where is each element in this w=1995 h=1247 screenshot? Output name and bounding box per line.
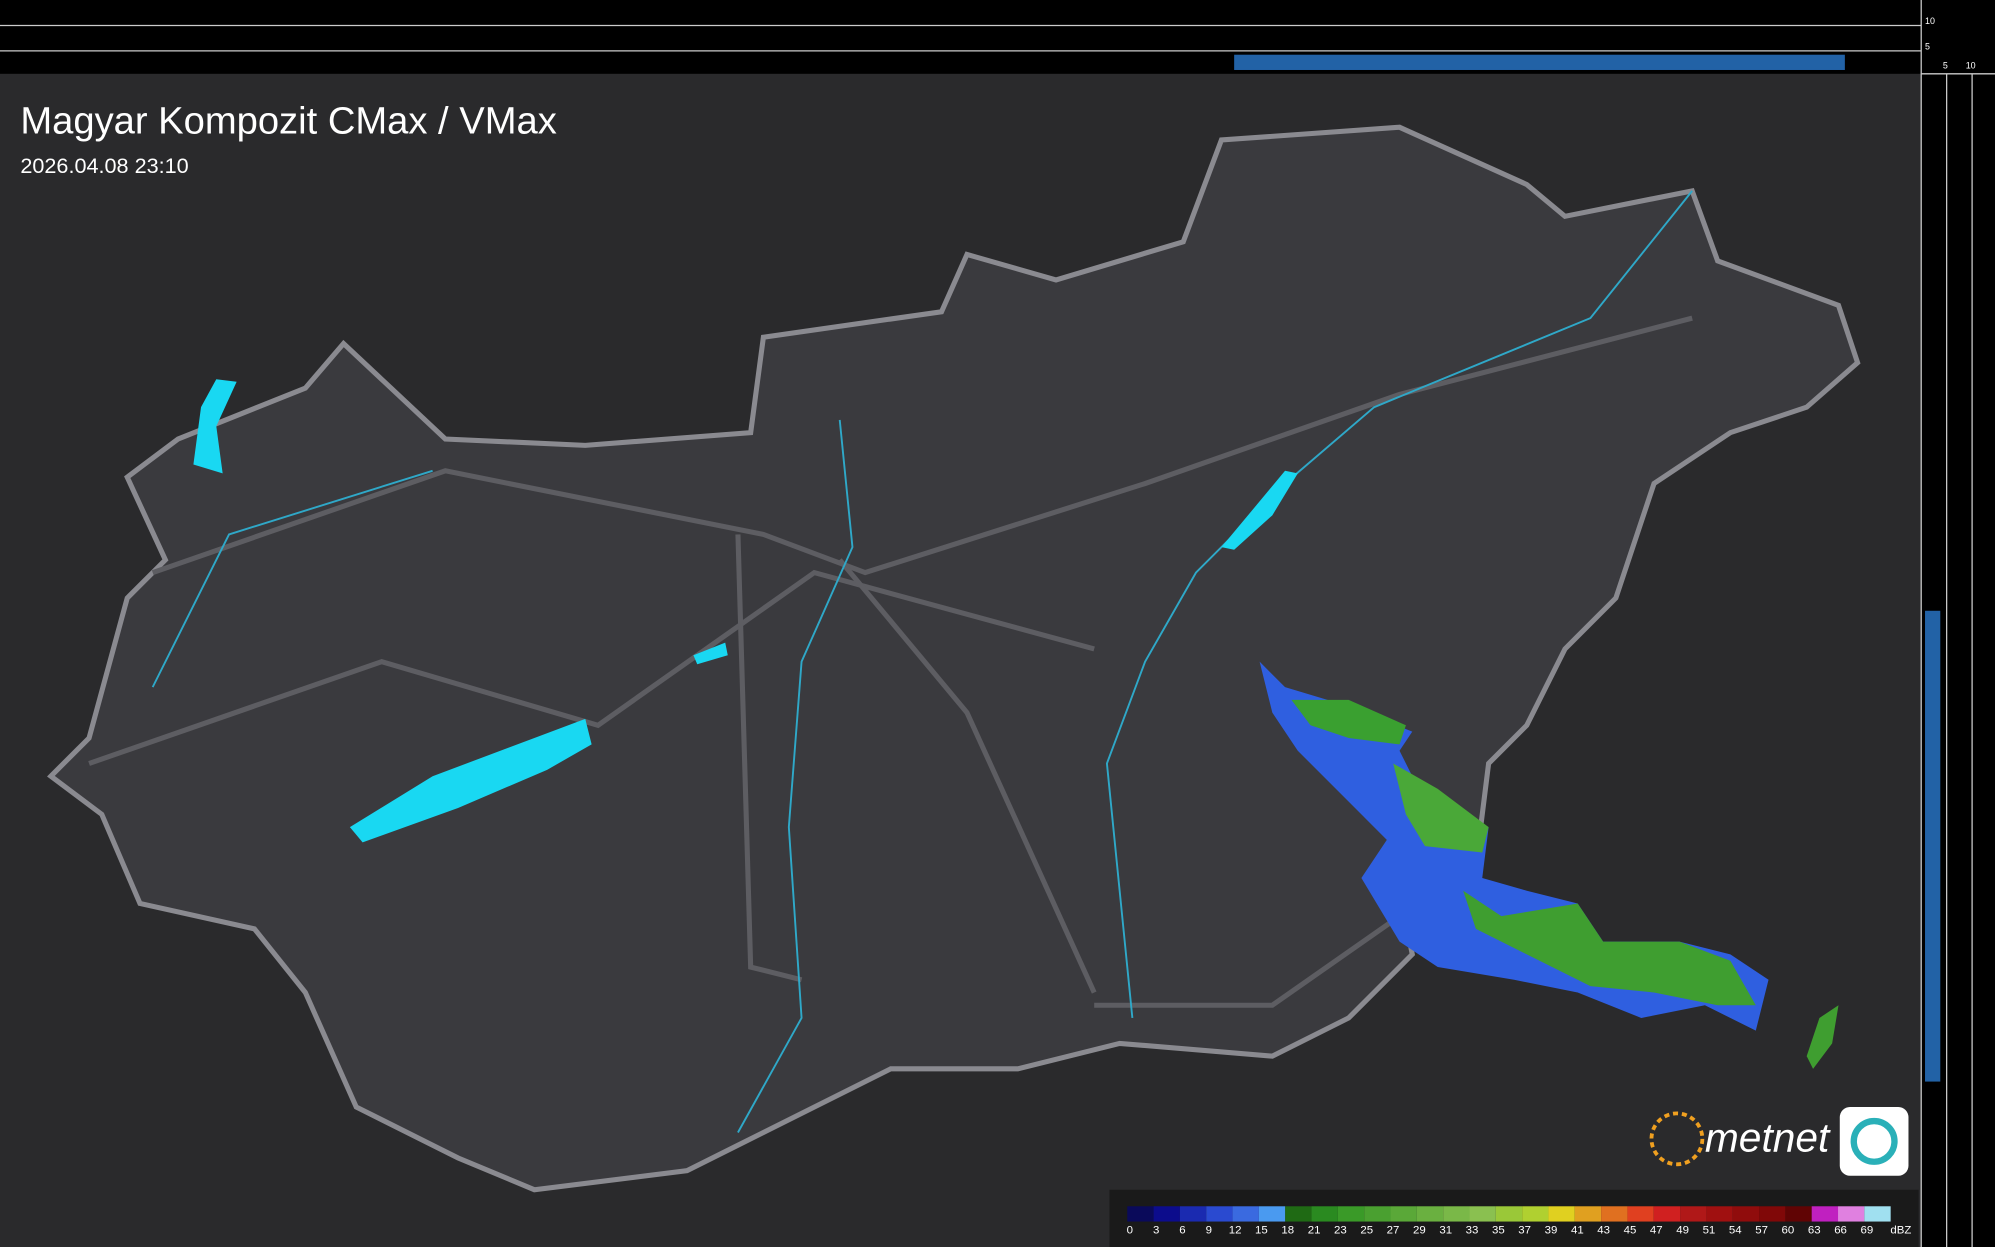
legend-swatch (1153, 1206, 1180, 1222)
legend-swatch (1258, 1206, 1286, 1222)
legend-swatch (1127, 1206, 1154, 1222)
legend-unit: dBZ (1890, 1224, 1911, 1236)
rivers (151, 190, 1693, 1133)
legend-label: 49 (1676, 1224, 1689, 1236)
legend-swatch (1811, 1206, 1839, 1222)
legend-swatch (1574, 1206, 1602, 1222)
legend-label: 6 (1179, 1224, 1185, 1236)
legend-label: 45 (1624, 1224, 1637, 1236)
legend-swatch (1838, 1206, 1865, 1222)
legend-swatch (1732, 1206, 1760, 1222)
legend-swatch (1469, 1206, 1496, 1222)
top-profile-echo (1234, 54, 1845, 70)
legend-swatch (1627, 1206, 1654, 1222)
legend-swatch (1364, 1206, 1391, 1222)
legend-label: 31 (1439, 1224, 1452, 1236)
legend-swatch (1548, 1206, 1575, 1222)
map-title: Magyar Kompozit CMax / VMax (20, 100, 556, 143)
legend-swatch (1864, 1206, 1891, 1222)
logo: metnet (1649, 1107, 1909, 1176)
legend-swatch (1311, 1206, 1338, 1222)
legend-swatch (1495, 1206, 1523, 1222)
legend-label: 21 (1308, 1224, 1321, 1236)
legend-label: 18 (1281, 1224, 1294, 1236)
legend-swatch (1285, 1206, 1312, 1222)
legend-label: 9 (1206, 1224, 1212, 1236)
legend-label: 33 (1466, 1224, 1479, 1236)
legend-swatch (1522, 1206, 1549, 1222)
legend-swatch (1179, 1206, 1207, 1222)
side-scale-label: 10 (1966, 61, 1976, 71)
side-scale-label: 5 (1925, 42, 1930, 52)
logo-icon (1839, 1107, 1909, 1176)
legend-label: 39 (1545, 1224, 1558, 1236)
legend-label: 25 (1360, 1224, 1373, 1236)
timestamp: 2026.04.08 23:10 (20, 153, 188, 178)
legend-swatch (1785, 1206, 1812, 1222)
logo-text: metnet (1705, 1115, 1831, 1161)
legend-label: 37 (1518, 1224, 1531, 1236)
logo-swirl (1850, 1117, 1898, 1165)
legend-label: 60 (1782, 1224, 1795, 1236)
legend-swatch (1232, 1206, 1259, 1222)
legend-label: 35 (1492, 1224, 1505, 1236)
legend-label: 0 (1127, 1224, 1133, 1236)
legend-label: 15 (1255, 1224, 1268, 1236)
legend-swatch (1706, 1206, 1733, 1222)
legend-swatch (1206, 1206, 1233, 1222)
roads (88, 315, 1693, 1008)
radar-echoes (1259, 661, 1839, 1069)
legend-label: 29 (1413, 1224, 1426, 1236)
legend-swatch (1759, 1206, 1786, 1222)
legend-label: 66 (1834, 1224, 1847, 1236)
legend-label: 3 (1153, 1224, 1159, 1236)
legend-swatch (1416, 1206, 1444, 1222)
legend-swatch (1653, 1206, 1681, 1222)
legend-label: 63 (1808, 1224, 1821, 1236)
side-scale-label: 5 (1943, 61, 1948, 71)
legend-swatch (1337, 1206, 1365, 1222)
legend: 0 3 6 9 12 15 18 21 23 25 27 29 31 33 35 37 39 41 43 45 47 49… (1127, 1206, 1911, 1236)
legend-swatch (1443, 1206, 1470, 1222)
legend-label: 12 (1229, 1224, 1242, 1236)
side-scale-label: 10 (1925, 16, 1935, 26)
legend-label: 41 (1571, 1224, 1584, 1236)
legend-swatch (1601, 1206, 1628, 1222)
side-profile-echo (1925, 610, 1941, 1082)
legend-label: 47 (1650, 1224, 1663, 1236)
legend-label: 69 (1861, 1224, 1874, 1236)
legend-label: 57 (1755, 1224, 1768, 1236)
legend-label: 51 (1703, 1224, 1716, 1236)
lakes (193, 379, 1298, 843)
legend-swatch (1680, 1206, 1707, 1222)
legend-label: 23 (1334, 1224, 1347, 1236)
legend-label: 43 (1597, 1224, 1610, 1236)
legend-swatch (1390, 1206, 1417, 1222)
legend-label: 27 (1387, 1224, 1400, 1236)
legend-label: 54 (1729, 1224, 1742, 1236)
